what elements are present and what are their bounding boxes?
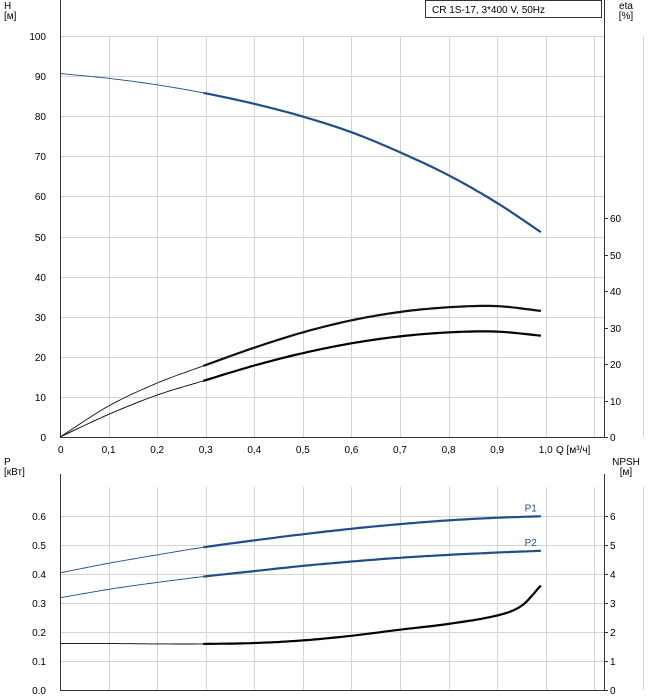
- top-right-tick-label: 40: [610, 287, 622, 298]
- top-right-tick-label: 50: [610, 251, 622, 262]
- top-right-axis-title: eta: [619, 1, 633, 12]
- bottom-left-tick-label: 0.3: [32, 599, 46, 610]
- top-left-tick-label: 70: [35, 152, 47, 163]
- bottom-left-tick-label: 0.0: [32, 686, 46, 697]
- x-tick-label: 0,5: [296, 445, 310, 456]
- bottom-series-0-line: [203, 515, 541, 549]
- x-tick-label: 0,4: [247, 445, 261, 456]
- head-efficiency-panel: 0 10 20 30 40 50 60 70 80 90 100 0 10 20 30 40 50 60 H[м] e…: [4, 0, 644, 456]
- bottom-series-0-extrapolated-line: [59, 546, 204, 574]
- bottom-right-tick-label: 3: [610, 599, 616, 610]
- power-npsh-panel: 0.0 0.1 0.2 0.3 0.4 0.5 0.6 0 1 2 3 4 5 6 P[кВт] NPSH[м…: [4, 457, 644, 697]
- top-left-tick-label: 50: [35, 233, 47, 244]
- bottom-left-tick-label: 0.2: [32, 628, 46, 639]
- top-left-tick-label: 80: [35, 112, 47, 123]
- x-tick-label: 0,3: [199, 445, 213, 456]
- top-series-2-extrapolated-line: [59, 380, 204, 438]
- top-right-tick-label: 20: [610, 360, 622, 371]
- top-left-tick-label: 100: [29, 32, 46, 43]
- bottom-left-tick-label: 0.6: [32, 512, 46, 523]
- top-series-2-line: [202, 330, 542, 382]
- top-left-tick-label: 40: [35, 273, 47, 284]
- top-left-tick-label: 30: [35, 313, 47, 324]
- legend-box: [425, 0, 602, 18]
- bottom-series-label-p2: P2: [525, 538, 538, 549]
- bottom-left-axis-title: P: [4, 457, 11, 468]
- bottom-right-tick-label: 6: [610, 512, 616, 523]
- top-series-1-extrapolated-line: [59, 365, 204, 438]
- top-left-tick-label: 20: [35, 353, 47, 364]
- bottom-left-tick-label: 0.1: [32, 657, 46, 668]
- top-left-tick-label: 60: [35, 192, 47, 203]
- top-left-axis-unit: [м]: [4, 11, 17, 22]
- x-tick-label: 0,1: [102, 445, 116, 456]
- top-left-tick-label: 90: [35, 72, 47, 83]
- top-right-axis-unit: [%]: [619, 11, 634, 22]
- bottom-right-axis-unit: [м]: [620, 467, 633, 478]
- top-series-0-line: [203, 91, 542, 234]
- top-series-0-extrapolated-line: [59, 73, 204, 94]
- x-tick-label: 0,7: [393, 445, 407, 456]
- x-axis-title: Q [м³/ч]: [556, 445, 591, 456]
- x-tick-label: 1,0: [539, 445, 553, 456]
- top-right-tick-label: 60: [610, 214, 622, 225]
- top-left-tick-label: 0: [40, 433, 46, 444]
- bottom-right-tick-label: 0: [610, 686, 616, 697]
- legend-box-text: CR 1S-17, 3*400 V, 50Hz: [432, 5, 545, 16]
- top-left-axis-title: H: [4, 1, 11, 12]
- bottom-right-axis-title: NPSH: [612, 457, 640, 468]
- top-right-tick-label: 30: [610, 324, 622, 335]
- bottom-series-1-line: [203, 549, 541, 578]
- x-tick-label: 0,2: [150, 445, 164, 456]
- bottom-left-tick-label: 0.5: [32, 541, 46, 552]
- bottom-right-tick-label: 2: [610, 628, 616, 639]
- bottom-left-axis-unit: [кВт]: [4, 467, 25, 478]
- bottom-right-tick-label: 1: [610, 657, 616, 668]
- top-left-tick-label: 10: [35, 393, 47, 404]
- bottom-series-label-p1: P1: [525, 503, 538, 514]
- x-tick-label: 0,8: [442, 445, 456, 456]
- x-tick-label: 0,6: [344, 445, 358, 456]
- bottom-series-1-extrapolated-line: [59, 576, 204, 599]
- top-right-tick-label: 10: [610, 397, 622, 408]
- x-tick-label: 0: [58, 445, 64, 456]
- bottom-right-tick-label: 5: [610, 541, 616, 552]
- x-tick-label: 0,9: [490, 445, 504, 456]
- bottom-series-2-line: [203, 584, 542, 645]
- top-right-tick-label: 0: [610, 433, 616, 444]
- bottom-left-tick-label: 0.4: [32, 570, 46, 581]
- bottom-right-tick-label: 4: [610, 570, 616, 581]
- top-series-1-line: [202, 304, 542, 367]
